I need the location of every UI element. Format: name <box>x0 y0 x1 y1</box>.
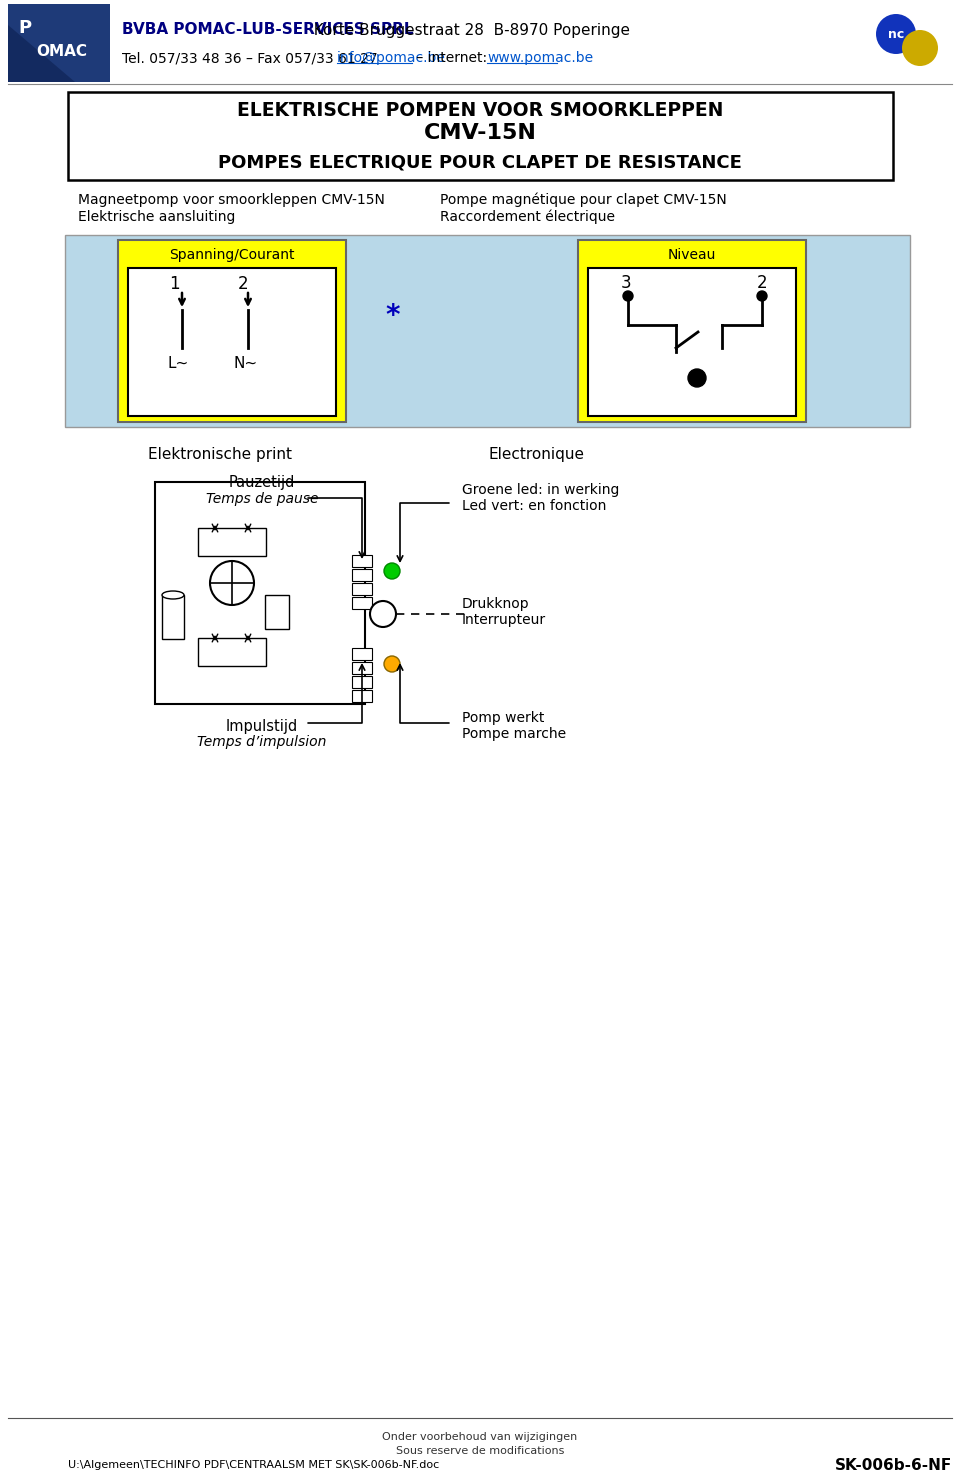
Bar <box>352 648 372 660</box>
Bar <box>162 595 184 639</box>
Circle shape <box>210 561 254 605</box>
Text: Tel. 057/33 48 36 – Fax 057/33 61 27: Tel. 057/33 48 36 – Fax 057/33 61 27 <box>122 52 382 65</box>
Text: U:\Algemeen\TECHINFO PDF\CENTRAALSM MET SK\SK-006b-NF.doc: U:\Algemeen\TECHINFO PDF\CENTRAALSM MET … <box>68 1460 440 1470</box>
Text: Interrupteur: Interrupteur <box>462 613 546 627</box>
Text: Pauzetijd: Pauzetijd <box>228 475 295 490</box>
Circle shape <box>384 562 400 579</box>
Circle shape <box>623 291 633 301</box>
Polygon shape <box>8 25 75 83</box>
Text: BVBA POMAC-LUB-SERVICES SPRL: BVBA POMAC-LUB-SERVICES SPRL <box>122 22 414 37</box>
Text: Onder voorbehoud van wijzigingen: Onder voorbehoud van wijzigingen <box>382 1432 578 1442</box>
Text: Pompe magnétique pour clapet CMV-15N: Pompe magnétique pour clapet CMV-15N <box>440 193 727 207</box>
Ellipse shape <box>162 590 184 599</box>
Text: SK-006b-6-NF: SK-006b-6-NF <box>835 1457 952 1473</box>
Bar <box>352 570 372 582</box>
Text: ELEKTRISCHE POMPEN VOOR SMOORKLEPPEN: ELEKTRISCHE POMPEN VOOR SMOORKLEPPEN <box>237 100 723 120</box>
Text: Spanning/Courant: Spanning/Courant <box>169 248 295 263</box>
Text: Magneetpomp voor smoorkleppen CMV-15N: Magneetpomp voor smoorkleppen CMV-15N <box>78 193 385 207</box>
Text: Led vert: en fonction: Led vert: en fonction <box>462 499 607 514</box>
Circle shape <box>902 30 938 66</box>
Bar <box>588 269 796 416</box>
Text: *: * <box>386 303 400 331</box>
Text: 2: 2 <box>756 275 767 292</box>
Text: Pomp werkt: Pomp werkt <box>462 711 544 725</box>
Bar <box>352 583 372 595</box>
Text: Drukknop: Drukknop <box>462 596 530 611</box>
Text: Temps d’impulsion: Temps d’impulsion <box>198 735 326 748</box>
Text: P: P <box>18 19 32 37</box>
Bar <box>118 241 346 422</box>
Text: Elektronische print: Elektronische print <box>148 447 292 462</box>
Bar <box>352 676 372 688</box>
Bar <box>68 92 893 180</box>
Text: L~: L~ <box>167 357 188 372</box>
Bar <box>352 596 372 610</box>
Bar <box>352 663 372 675</box>
Bar <box>198 638 266 666</box>
Text: nc: nc <box>888 28 904 40</box>
Text: Raccordement électrique: Raccordement électrique <box>440 210 615 224</box>
Text: Temps de pause: Temps de pause <box>205 492 319 506</box>
Text: – internet:: – internet: <box>412 52 492 65</box>
Text: Korte Bruggestraat 28  B-8970 Poperinge: Korte Bruggestraat 28 B-8970 Poperinge <box>304 22 630 37</box>
Text: POMPES ELECTRIQUE POUR CLAPET DE RESISTANCE: POMPES ELECTRIQUE POUR CLAPET DE RESISTA… <box>218 154 742 173</box>
Circle shape <box>876 13 916 55</box>
Text: Niveau: Niveau <box>668 248 716 263</box>
Bar <box>65 235 910 427</box>
Text: Elektrische aansluiting: Elektrische aansluiting <box>78 210 235 224</box>
Bar <box>198 528 266 556</box>
Text: Electronique: Electronique <box>488 447 584 462</box>
Text: 1: 1 <box>169 275 180 294</box>
Text: N~: N~ <box>234 357 258 372</box>
Circle shape <box>757 291 767 301</box>
Text: Impulstijd: Impulstijd <box>226 719 299 734</box>
Text: info@pomac.be: info@pomac.be <box>337 52 445 65</box>
Bar <box>155 483 365 704</box>
Circle shape <box>688 369 706 387</box>
Text: Pompe marche: Pompe marche <box>462 728 566 741</box>
Bar <box>352 689 372 703</box>
Circle shape <box>370 601 396 627</box>
Text: 3: 3 <box>621 275 632 292</box>
Bar <box>578 241 806 422</box>
Text: 2: 2 <box>238 275 249 294</box>
Text: Sous reserve de modifications: Sous reserve de modifications <box>396 1446 564 1455</box>
Circle shape <box>384 655 400 672</box>
Bar <box>128 269 336 416</box>
Text: CMV-15N: CMV-15N <box>423 123 537 143</box>
Text: OMAC: OMAC <box>36 44 87 59</box>
Bar <box>8 4 110 83</box>
Bar <box>352 555 372 567</box>
Text: www.pomac.be: www.pomac.be <box>488 52 593 65</box>
Bar <box>265 595 289 629</box>
Text: Groene led: in werking: Groene led: in werking <box>462 483 619 497</box>
